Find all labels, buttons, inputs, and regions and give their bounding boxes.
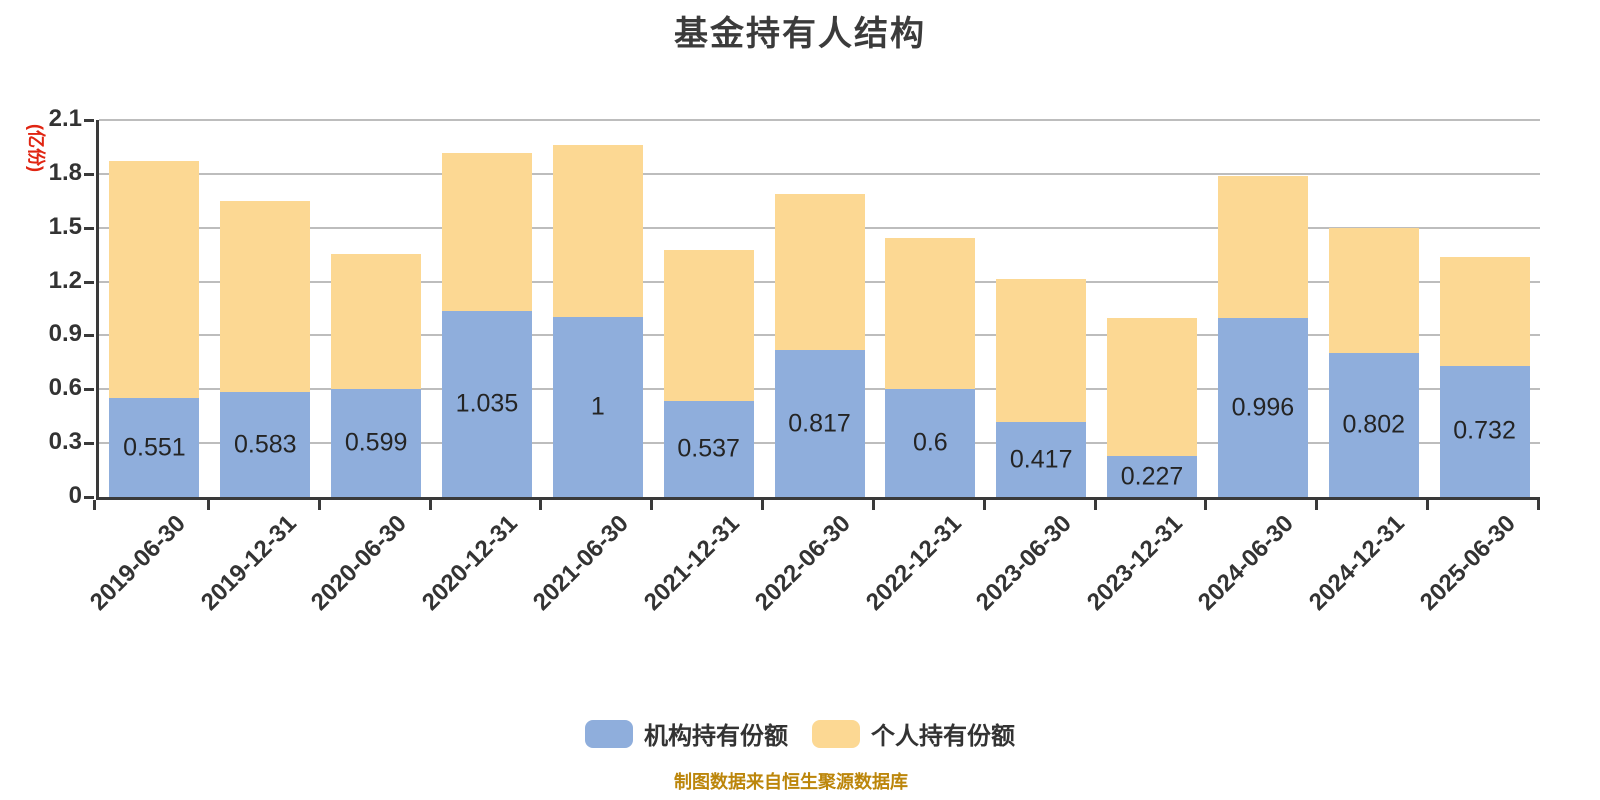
y-axis-tick — [84, 119, 94, 122]
legend-label-personal: 个人持有份额 — [871, 723, 1015, 750]
x-axis-tick — [1204, 500, 1208, 510]
x-axis-label: 2022-06-30 — [749, 510, 856, 616]
bar-institutional-segment-2022-12-31[interactable] — [885, 389, 976, 497]
x-axis-label: 2021-06-30 — [527, 510, 634, 616]
bar-value-label: 0.583 — [233, 430, 297, 459]
legend-swatch-personal — [812, 719, 860, 748]
legend-label-institutional: 机构持有份额 — [644, 723, 788, 750]
bar-institutional-segment-2021-12-31[interactable] — [663, 400, 754, 497]
bar-personal-segment-2020-12-31[interactable] — [441, 152, 532, 312]
bar-value-label: 0.417 — [1009, 445, 1073, 474]
y-axis-tick-label: 1.2 — [48, 266, 82, 294]
x-axis-tick — [650, 500, 654, 510]
bar-personal-segment-2023-06-30[interactable] — [996, 278, 1087, 423]
x-axis-label: 2019-12-31 — [195, 510, 302, 616]
y-axis-tick-label: 0 — [68, 481, 82, 509]
legend-item-personal[interactable]: 个人持有份额 — [812, 716, 1015, 751]
x-axis-label: 2021-12-31 — [638, 510, 745, 616]
legend-swatch-institutional — [585, 719, 633, 748]
x-axis-tick — [1093, 500, 1097, 510]
y-axis-tick — [84, 388, 94, 392]
legend: 机构持有份额 个人持有份额 — [0, 716, 1600, 751]
x-axis-label: 2019-06-30 — [84, 510, 191, 616]
y-axis-tick — [84, 442, 94, 446]
x-axis-label: 2023-06-30 — [971, 510, 1078, 616]
bar-personal-segment-2025-06-30[interactable] — [1439, 256, 1530, 366]
plot-area: 0.551 0.583 0.599 1.035 1 0.537 0.817 0.6 0.417 0… — [96, 119, 1540, 500]
bar-personal-segment-2023-12-31[interactable] — [1107, 317, 1198, 457]
x-axis-label: 2020-12-31 — [417, 510, 524, 616]
bar-personal-segment-2022-12-31[interactable] — [885, 238, 976, 390]
x-axis-tick — [93, 500, 96, 510]
y-axis-tick-label: 1.5 — [48, 212, 82, 240]
x-axis-label: 2024-06-30 — [1193, 510, 1299, 616]
x-axis-tick — [428, 500, 432, 510]
bar-value-label: 1 — [590, 392, 605, 421]
bar-value-label: 0.732 — [1453, 416, 1516, 445]
bar-institutional-segment-2020-12-31[interactable] — [441, 311, 532, 497]
x-axis-tick — [1426, 500, 1430, 510]
legend-item-institutional[interactable]: 机构持有份额 — [585, 716, 788, 751]
chart-title: 基金持有人结构 — [674, 15, 926, 53]
x-axis-tick — [539, 500, 543, 510]
x-axis-tick — [317, 500, 321, 510]
bar-value-label: 0.599 — [344, 428, 408, 457]
bar-institutional-segment-2024-12-31[interactable] — [1328, 353, 1419, 497]
x-axis-tick — [1315, 500, 1319, 510]
bar-value-label: 0.996 — [1231, 393, 1295, 422]
bar-personal-segment-2020-06-30[interactable] — [331, 253, 422, 390]
bar-institutional-segment-2019-12-31[interactable] — [220, 392, 311, 497]
x-axis-tick — [206, 500, 210, 510]
bar-value-label: 0.6 — [912, 428, 948, 457]
x-axis-tick — [982, 500, 986, 510]
bar-personal-segment-2024-12-31[interactable] — [1328, 228, 1419, 354]
bar-value-label: 0.537 — [677, 434, 740, 463]
bar-institutional-segment-2020-06-30[interactable] — [331, 389, 422, 497]
x-axis-tick — [1537, 500, 1540, 510]
y-axis-tick-label: 0.6 — [48, 374, 82, 402]
bar-personal-segment-2021-12-31[interactable] — [663, 249, 754, 401]
bar-personal-segment-2019-06-30[interactable] — [109, 160, 200, 399]
bar-institutional-segment-2024-06-30[interactable] — [1217, 318, 1308, 497]
bar-institutional-segment-2025-06-30[interactable] — [1439, 365, 1530, 497]
bar-institutional-segment-2023-12-31[interactable] — [1107, 456, 1198, 497]
y-axis-tick — [84, 280, 94, 284]
bar-value-label: 0.227 — [1120, 462, 1184, 491]
y-axis-tick-label: 2.1 — [48, 104, 82, 132]
bar-value-label: 0.817 — [788, 409, 851, 438]
x-axis-label: 2020-06-30 — [306, 510, 413, 616]
y-gridline — [99, 172, 1540, 175]
bar-value-label: 0.551 — [123, 433, 186, 462]
bar-personal-segment-2021-06-30[interactable] — [552, 144, 643, 318]
data-source-note: 制图数据来自恒生聚源数据库 — [674, 772, 908, 792]
y-axis-tick — [84, 172, 94, 176]
bar-institutional-segment-2021-06-30[interactable] — [552, 317, 643, 497]
bar-personal-segment-2024-06-30[interactable] — [1217, 175, 1308, 319]
y-axis-tick — [84, 226, 94, 230]
x-axis-label: 2025-06-30 — [1414, 510, 1521, 616]
bar-value-label: 1.035 — [455, 389, 519, 418]
bar-value-label: 0.802 — [1342, 410, 1405, 439]
x-axis-tick — [871, 500, 875, 510]
bar-personal-segment-2022-06-30[interactable] — [774, 193, 865, 351]
x-axis-label: 2023-12-31 — [1082, 510, 1189, 616]
bar-institutional-segment-2022-06-30[interactable] — [774, 350, 865, 497]
bar-institutional-segment-2023-06-30[interactable] — [996, 422, 1087, 497]
y-axis-tick-label: 0.3 — [48, 428, 82, 456]
x-axis-tick — [761, 500, 765, 510]
y-axis-tick-label: 1.8 — [48, 158, 82, 186]
y-axis-tick-label: 0.9 — [48, 320, 82, 348]
y-gridline — [99, 119, 1540, 121]
bar-institutional-segment-2019-06-30[interactable] — [109, 398, 200, 497]
y-axis-tick — [84, 334, 94, 338]
y-axis-tick — [84, 496, 94, 499]
bar-personal-segment-2019-12-31[interactable] — [220, 200, 311, 393]
x-axis-label: 2022-12-31 — [860, 510, 967, 616]
x-axis-label: 2024-12-31 — [1303, 510, 1410, 616]
